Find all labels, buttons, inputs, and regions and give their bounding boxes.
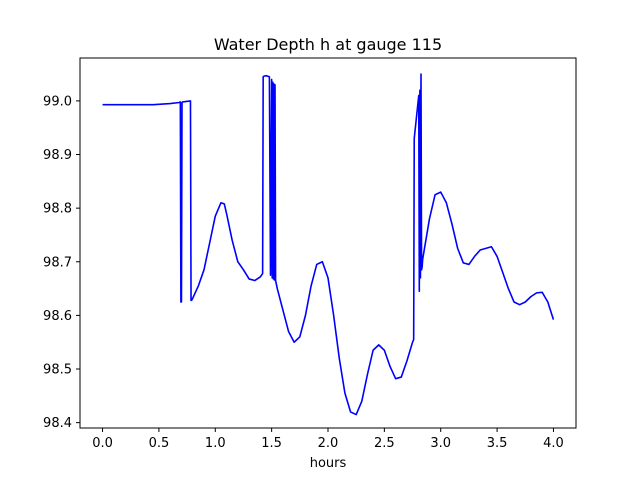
y-tick-label: 98.8 (43, 202, 72, 217)
x-tick-label: 0.0 (92, 436, 113, 451)
y-tick-label: 98.5 (43, 363, 72, 378)
x-axis-label: hours (310, 456, 347, 471)
x-tick-label: 1.0 (205, 436, 226, 451)
plot-area (80, 58, 576, 428)
plot-frame (79, 57, 577, 429)
x-tick-label: 1.5 (261, 436, 282, 451)
x-axis-ticks: 0.0 0.5 1.0 1.5 2.0 2.5 3.0 3.5 4.0 (92, 428, 564, 451)
x-tick-label: 2.0 (318, 436, 339, 451)
x-tick-label: 3.5 (487, 436, 508, 451)
x-tick-label: 2.5 (374, 436, 395, 451)
y-tick-label: 98.6 (43, 309, 72, 324)
series-line-water-depth (102, 73, 555, 416)
y-tick-label: 98.4 (43, 416, 72, 431)
y-tick-label: 99.0 (43, 94, 72, 109)
x-tick-label: 0.5 (149, 436, 170, 451)
chart-title: Water Depth h at gauge 115 (214, 35, 442, 54)
y-tick-label: 98.9 (43, 148, 72, 163)
y-axis-ticks: 98.4 98.5 98.6 98.7 98.8 98.9 99.0 (43, 94, 80, 431)
x-tick-label: 3.0 (430, 436, 451, 451)
y-tick-label: 98.7 (43, 255, 72, 270)
x-tick-label: 4.0 (543, 436, 564, 451)
